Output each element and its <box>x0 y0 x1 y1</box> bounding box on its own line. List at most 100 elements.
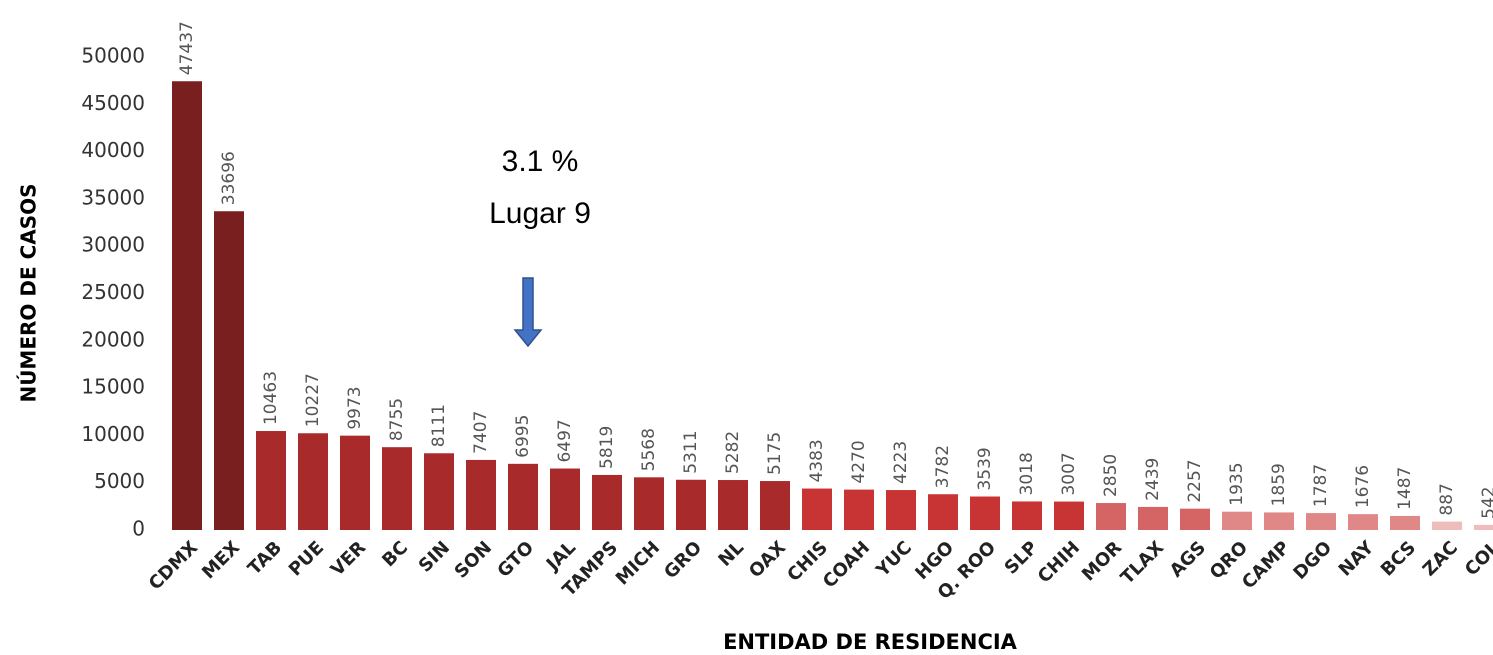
value-label: 7407 <box>471 411 491 454</box>
x-tick-label: GRO <box>660 537 706 583</box>
x-tick-label: TAB <box>244 537 286 579</box>
value-label: 1487 <box>1395 467 1415 510</box>
y-tick-label: 35000 <box>81 185 145 209</box>
x-tick-label: YUC <box>872 537 916 581</box>
bar <box>886 490 916 530</box>
bar <box>676 479 706 530</box>
bar <box>550 468 580 530</box>
bar <box>1348 514 1378 530</box>
x-tick-label: SIN <box>415 537 454 576</box>
value-label: 5282 <box>723 431 743 474</box>
bar <box>1138 506 1168 530</box>
value-label: 3539 <box>975 447 995 490</box>
x-tick-label: TLAX <box>1117 537 1168 588</box>
y-tick-label: 15000 <box>81 375 145 399</box>
x-tick-label: COL <box>1461 537 1493 580</box>
x-tick-label: MOR <box>1078 537 1126 585</box>
x-tick-label: CDMX <box>145 537 202 594</box>
value-label: 887 <box>1437 483 1457 515</box>
bar <box>298 433 328 530</box>
value-label: 3007 <box>1059 452 1079 495</box>
annotation: 3.1 % <box>502 145 579 178</box>
y-tick-label: 25000 <box>81 280 145 304</box>
bar <box>970 496 1000 530</box>
bar <box>1222 511 1252 530</box>
x-tick-label: BCS <box>1377 537 1420 580</box>
bar <box>508 463 538 530</box>
value-label: 8755 <box>387 398 407 441</box>
value-label: 3782 <box>933 445 953 488</box>
bar <box>1474 524 1493 530</box>
value-label: 1859 <box>1269 463 1289 506</box>
value-label: 9973 <box>345 386 365 429</box>
bar <box>592 474 622 530</box>
value-label: 2850 <box>1101 454 1121 497</box>
bar <box>1054 501 1084 530</box>
x-tick-label: CAMP <box>1238 537 1294 593</box>
value-label: 4223 <box>891 441 911 484</box>
bar <box>718 480 748 530</box>
bar <box>382 447 412 530</box>
x-tick-label: ZAC <box>1419 537 1462 580</box>
bar <box>340 435 370 530</box>
bar <box>256 431 286 530</box>
bar <box>1432 521 1462 530</box>
annotation: Lugar 9 <box>489 197 591 230</box>
x-tick-label: CHIH <box>1034 537 1084 587</box>
x-tick-label: AGS <box>1166 537 1210 581</box>
value-label: 10463 <box>261 371 281 425</box>
y-tick-label: 40000 <box>81 138 145 162</box>
bar <box>1096 503 1126 530</box>
bar <box>1390 515 1420 530</box>
value-label: 2257 <box>1185 459 1205 502</box>
value-label: 2439 <box>1143 458 1163 501</box>
bar <box>1306 513 1336 530</box>
x-tick-label: COAH <box>819 537 874 592</box>
x-tick-label: MEX <box>198 537 244 583</box>
x-tick-label: NL <box>714 537 748 571</box>
bar <box>802 488 832 530</box>
value-label: 6995 <box>513 415 533 458</box>
x-tick-label: DGO <box>1289 537 1336 584</box>
x-tick-label: NAY <box>1335 537 1379 581</box>
value-label: 5175 <box>765 432 785 475</box>
value-label: 3018 <box>1017 452 1037 495</box>
bar <box>634 477 664 530</box>
bar <box>844 489 874 530</box>
value-label: 5568 <box>639 428 659 471</box>
y-tick-label: 5000 <box>94 469 145 493</box>
bar <box>466 459 496 530</box>
y-tick-label: 45000 <box>81 91 145 115</box>
value-label: 6497 <box>555 419 575 462</box>
bar <box>424 453 454 530</box>
x-tick-label: SON <box>451 537 496 582</box>
y-axis-title: NÚMERO DE CASOS <box>17 183 41 402</box>
y-tick-label: 30000 <box>81 233 145 257</box>
y-tick-label: 20000 <box>81 327 145 351</box>
x-tick-label: OAX <box>745 537 790 582</box>
value-label: 47437 <box>177 21 197 75</box>
value-label: 5311 <box>681 430 701 473</box>
y-tick-label: 0 <box>132 517 145 541</box>
arrow <box>513 277 543 348</box>
bar <box>928 494 958 530</box>
bar <box>1264 512 1294 530</box>
y-tick-label: 10000 <box>81 422 145 446</box>
value-label: 10227 <box>303 373 323 427</box>
y-tick-label: 50000 <box>81 44 145 68</box>
x-axis-title: ENTIDAD DE RESIDENCIA <box>723 630 1018 654</box>
bar <box>214 211 244 530</box>
value-label: 8111 <box>429 404 449 447</box>
value-label: 1787 <box>1311 464 1331 507</box>
x-tick-label: GTO <box>493 537 538 582</box>
x-tick-label: VER <box>327 537 370 580</box>
value-label: 1935 <box>1227 462 1247 505</box>
value-label: 542 <box>1479 486 1493 518</box>
x-tick-label: MICH <box>612 537 664 589</box>
x-tick-label: BC <box>378 537 412 571</box>
bar <box>1180 508 1210 530</box>
value-label: 5819 <box>597 426 617 469</box>
value-label: 33696 <box>219 151 239 205</box>
bar <box>172 81 202 531</box>
